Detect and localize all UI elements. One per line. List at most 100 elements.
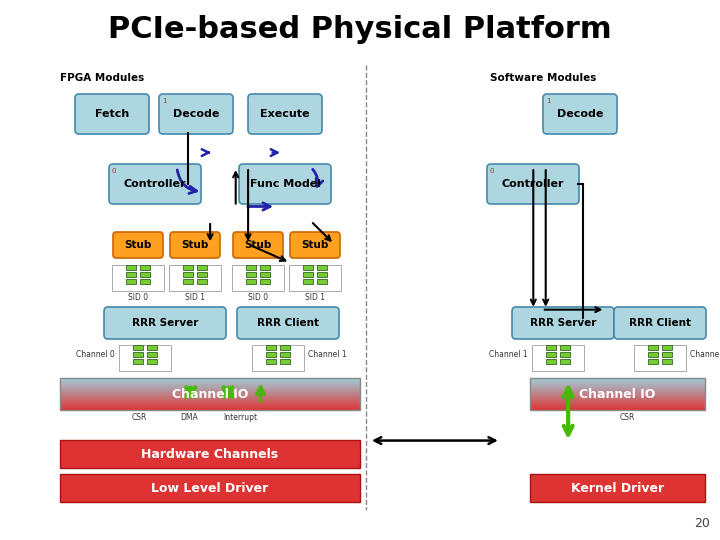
FancyBboxPatch shape xyxy=(614,307,706,339)
Bar xyxy=(648,352,658,357)
Bar xyxy=(126,279,136,284)
Bar xyxy=(530,394,705,395)
Text: Stub: Stub xyxy=(244,240,271,250)
Text: Kernel Driver: Kernel Driver xyxy=(571,482,664,495)
Text: Channel IO: Channel IO xyxy=(172,388,248,401)
Bar xyxy=(60,382,360,383)
Bar xyxy=(303,272,313,277)
Text: SID 1: SID 1 xyxy=(185,293,205,302)
Text: DMA: DMA xyxy=(180,413,198,422)
Bar xyxy=(133,359,143,364)
Bar xyxy=(317,265,327,270)
Bar xyxy=(280,352,290,357)
Bar xyxy=(119,345,171,371)
Bar xyxy=(530,386,705,387)
Bar xyxy=(246,272,256,277)
Bar xyxy=(252,345,304,371)
Bar xyxy=(60,398,360,399)
Bar xyxy=(147,359,157,364)
Bar xyxy=(260,272,270,277)
Bar xyxy=(303,265,313,270)
Text: Decode: Decode xyxy=(557,109,603,119)
Text: Channel 1: Channel 1 xyxy=(490,350,528,359)
Bar xyxy=(60,395,360,396)
Bar xyxy=(530,393,705,394)
Bar xyxy=(530,403,705,404)
Bar xyxy=(530,383,705,384)
Bar xyxy=(60,392,360,393)
Bar xyxy=(266,352,276,357)
Bar xyxy=(60,409,360,410)
Bar xyxy=(60,402,360,403)
Bar xyxy=(560,359,570,364)
Bar xyxy=(147,352,157,357)
Bar xyxy=(60,406,360,407)
Text: CSR: CSR xyxy=(132,413,148,422)
FancyBboxPatch shape xyxy=(233,232,283,258)
Text: 0: 0 xyxy=(112,168,117,174)
Text: PCIe-based Physical Platform: PCIe-based Physical Platform xyxy=(108,16,612,44)
Bar xyxy=(530,380,705,381)
Bar xyxy=(532,345,584,371)
Text: RRR Client: RRR Client xyxy=(257,318,319,328)
Bar xyxy=(560,345,570,350)
Bar xyxy=(634,345,686,371)
Bar xyxy=(530,474,705,502)
Text: Software Modules: Software Modules xyxy=(490,73,596,83)
Text: Controller: Controller xyxy=(124,179,186,189)
Bar xyxy=(60,380,360,381)
Text: SID 1: SID 1 xyxy=(305,293,325,302)
Bar xyxy=(530,384,705,385)
Bar xyxy=(662,345,672,350)
Bar xyxy=(169,265,221,291)
Text: Decode: Decode xyxy=(173,109,219,119)
Text: RRR Client: RRR Client xyxy=(629,318,691,328)
Bar xyxy=(530,385,705,386)
FancyBboxPatch shape xyxy=(543,94,617,134)
Bar xyxy=(60,396,360,397)
Text: Channel 1: Channel 1 xyxy=(308,350,346,359)
Text: Channel IO: Channel IO xyxy=(580,388,656,401)
Bar xyxy=(530,408,705,409)
Bar xyxy=(530,390,705,391)
Bar xyxy=(530,378,705,410)
Bar xyxy=(648,359,658,364)
Bar xyxy=(140,272,150,277)
Bar xyxy=(60,381,360,382)
Bar xyxy=(530,406,705,407)
Bar xyxy=(60,393,360,394)
Bar xyxy=(232,265,284,291)
Bar xyxy=(530,399,705,400)
Bar xyxy=(133,345,143,350)
Bar xyxy=(60,405,360,406)
FancyBboxPatch shape xyxy=(512,307,614,339)
Bar xyxy=(197,265,207,270)
FancyBboxPatch shape xyxy=(109,164,201,204)
FancyBboxPatch shape xyxy=(104,307,226,339)
Text: 20: 20 xyxy=(694,517,710,530)
Bar xyxy=(60,389,360,390)
Bar xyxy=(112,265,164,291)
Bar xyxy=(530,407,705,408)
Bar xyxy=(60,378,360,379)
Bar xyxy=(530,389,705,390)
Bar xyxy=(183,265,193,270)
Bar xyxy=(60,397,360,398)
Bar xyxy=(530,392,705,393)
FancyBboxPatch shape xyxy=(170,232,220,258)
Bar xyxy=(546,345,556,350)
FancyBboxPatch shape xyxy=(248,94,322,134)
Bar xyxy=(266,359,276,364)
Bar xyxy=(280,359,290,364)
Bar xyxy=(126,265,136,270)
Text: Fetch: Fetch xyxy=(95,109,129,119)
Bar xyxy=(60,400,360,401)
Bar xyxy=(60,407,360,408)
Bar xyxy=(60,386,360,387)
Bar xyxy=(60,385,360,386)
Bar xyxy=(560,352,570,357)
Bar xyxy=(530,409,705,410)
Bar xyxy=(530,398,705,399)
Bar xyxy=(60,378,360,410)
Bar xyxy=(60,379,360,380)
